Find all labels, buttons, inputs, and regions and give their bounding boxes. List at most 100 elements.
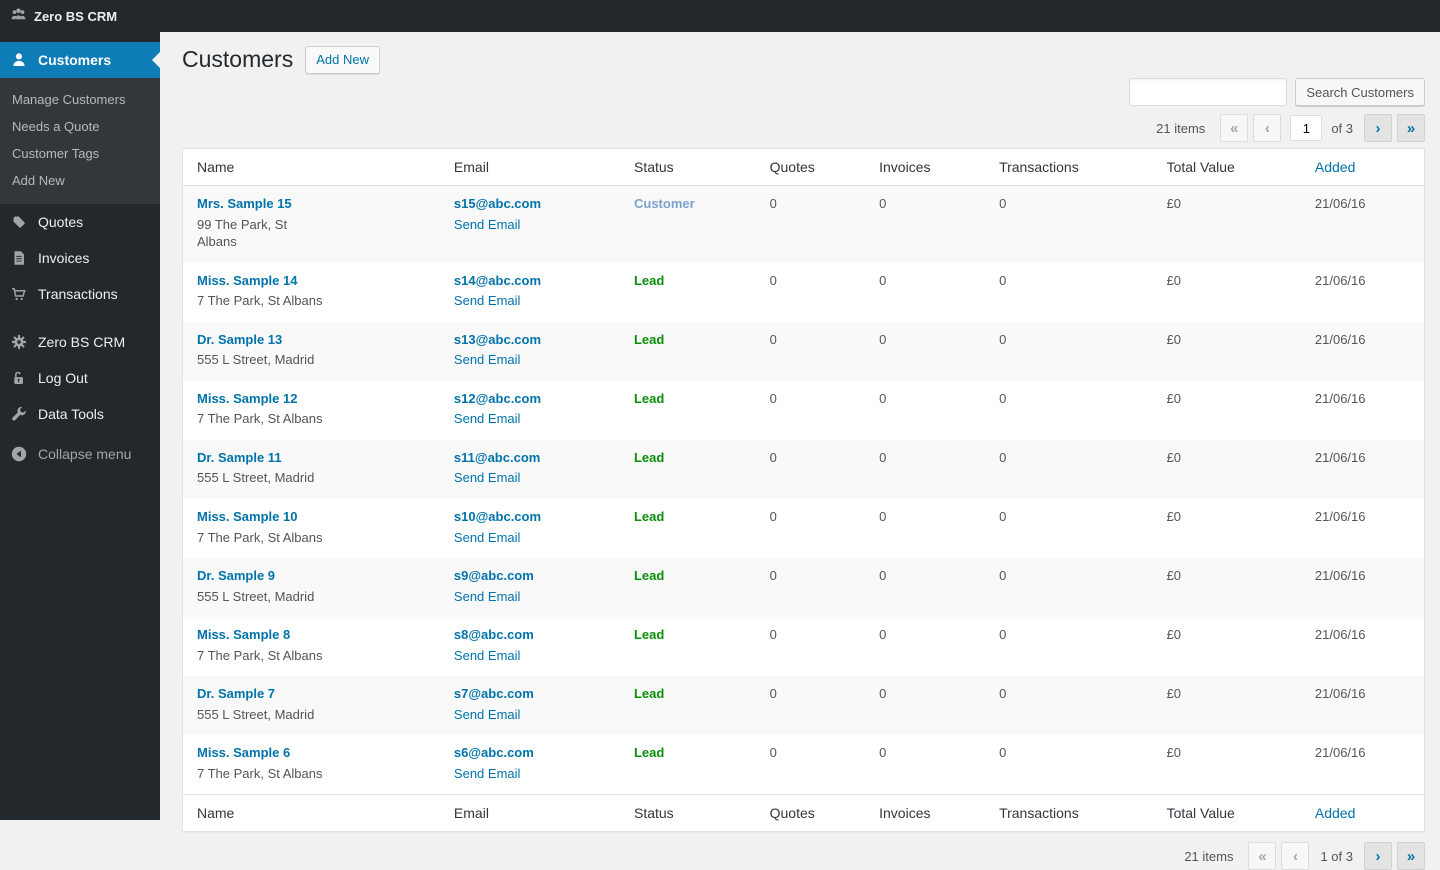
- admin-bar-title[interactable]: Zero BS CRM: [34, 9, 117, 24]
- customer-email-link[interactable]: s7@abc.com: [454, 686, 534, 701]
- quotes-count: 0: [760, 440, 870, 499]
- send-email-link[interactable]: Send Email: [454, 588, 520, 606]
- send-email-wrap: Send Email: [454, 213, 614, 234]
- total-value: £0: [1157, 617, 1305, 676]
- send-email-link[interactable]: Send Email: [454, 292, 520, 310]
- status-badge: Lead: [634, 568, 664, 583]
- status-badge: Lead: [634, 332, 664, 347]
- total-value: £0: [1157, 499, 1305, 558]
- customer-email-link[interactable]: s9@abc.com: [454, 568, 534, 583]
- last-page-button[interactable]: »: [1397, 842, 1425, 870]
- customer-name-link[interactable]: Miss. Sample 6: [197, 745, 290, 760]
- send-email-link[interactable]: Send Email: [454, 706, 520, 724]
- table-footer: NameEmailStatusQuotesInvoicesTransaction…: [183, 795, 1425, 832]
- send-email-link[interactable]: Send Email: [454, 216, 520, 234]
- total-value: £0: [1157, 263, 1305, 322]
- customer-name-link[interactable]: Dr. Sample 7: [197, 686, 275, 701]
- sidebar-item-add-new[interactable]: Add New: [0, 167, 160, 194]
- email-cell: s14@abc.com Send Email: [444, 263, 624, 322]
- customer-email-link[interactable]: s8@abc.com: [454, 627, 534, 642]
- col-header-status: Status: [624, 795, 760, 832]
- invoices-count: 0: [869, 617, 989, 676]
- sidebar-item-zero-bs-crm-settings[interactable]: Zero BS CRM: [0, 324, 160, 360]
- sidebar-item-manage-customers[interactable]: Manage Customers: [0, 86, 160, 113]
- sidebar-item-data-tools[interactable]: Data Tools: [0, 396, 160, 432]
- customer-address: 7 The Park, St Albans: [197, 765, 328, 783]
- sidebar-item-transactions[interactable]: Transactions: [0, 276, 160, 312]
- users-icon: [9, 50, 29, 70]
- customer-address: 7 The Park, St Albans: [197, 292, 328, 310]
- last-page-button[interactable]: »: [1397, 114, 1425, 142]
- pagination-bottom: 21 items « ‹ 1 of 3 › »: [182, 842, 1425, 870]
- sort-added-link[interactable]: Added: [1315, 805, 1355, 821]
- status-badge: Lead: [634, 273, 664, 288]
- status-cell: Lead: [624, 440, 760, 499]
- sidebar-item-invoices[interactable]: Invoices: [0, 240, 160, 276]
- customer-email-link[interactable]: s13@abc.com: [454, 332, 541, 347]
- next-page-button[interactable]: ›: [1364, 114, 1392, 142]
- collapse-menu-button[interactable]: Collapse menu: [0, 436, 160, 472]
- search-input[interactable]: [1129, 78, 1287, 106]
- send-email-wrap: Send Email: [454, 703, 614, 724]
- sort-added-link[interactable]: Added: [1315, 159, 1355, 175]
- document-icon: [9, 248, 29, 268]
- transactions-count: 0: [989, 558, 1156, 617]
- customer-email-link[interactable]: s10@abc.com: [454, 509, 541, 524]
- name-cell: Dr. Sample 13555 L Street, Madrid: [183, 322, 444, 381]
- transactions-count: 0: [989, 381, 1156, 440]
- added-date: 21/06/16: [1305, 499, 1425, 558]
- send-email-link[interactable]: Send Email: [454, 469, 520, 487]
- prev-page-button: ‹: [1253, 114, 1281, 142]
- crm-group-icon: [10, 6, 27, 26]
- sidebar-item-customers[interactable]: Customers: [0, 42, 160, 78]
- col-header-added: Added: [1305, 795, 1425, 832]
- invoices-count: 0: [869, 263, 989, 322]
- name-cell: Mrs. Sample 1599 The Park, St Albans: [183, 186, 444, 263]
- send-email-link[interactable]: Send Email: [454, 647, 520, 665]
- customer-email-link[interactable]: s15@abc.com: [454, 196, 541, 211]
- total-value: £0: [1157, 186, 1305, 263]
- transactions-count: 0: [989, 735, 1156, 795]
- sidebar-item-quotes[interactable]: Quotes: [0, 204, 160, 240]
- customer-name-link[interactable]: Dr. Sample 11: [197, 450, 282, 465]
- customer-name-link[interactable]: Miss. Sample 14: [197, 273, 297, 288]
- customer-name-link[interactable]: Mrs. Sample 15: [197, 196, 292, 211]
- sidebar-item-needs-a-quote[interactable]: Needs a Quote: [0, 113, 160, 140]
- customer-email-link[interactable]: s14@abc.com: [454, 273, 541, 288]
- transactions-count: 0: [989, 263, 1156, 322]
- added-date: 21/06/16: [1305, 322, 1425, 381]
- customer-address: 555 L Street, Madrid: [197, 469, 328, 487]
- add-new-button[interactable]: Add New: [305, 46, 380, 74]
- table-row: Miss. Sample 127 The Park, St Albanss12@…: [183, 381, 1425, 440]
- customer-name-link[interactable]: Miss. Sample 10: [197, 509, 297, 524]
- sidebar-item-log-out[interactable]: Log Out: [0, 360, 160, 396]
- status-cell: Lead: [624, 676, 760, 735]
- added-date: 21/06/16: [1305, 263, 1425, 322]
- next-page-button[interactable]: ›: [1364, 842, 1392, 870]
- transactions-count: 0: [989, 676, 1156, 735]
- invoices-count: 0: [869, 440, 989, 499]
- customer-email-link[interactable]: s6@abc.com: [454, 745, 534, 760]
- send-email-link[interactable]: Send Email: [454, 765, 520, 783]
- customer-name-link[interactable]: Miss. Sample 12: [197, 391, 297, 406]
- sidebar-item-customer-tags[interactable]: Customer Tags: [0, 140, 160, 167]
- first-page-button: «: [1220, 114, 1248, 142]
- customer-email-link[interactable]: s11@abc.com: [454, 450, 540, 465]
- customer-name-link[interactable]: Miss. Sample 8: [197, 627, 290, 642]
- customer-name-link[interactable]: Dr. Sample 9: [197, 568, 275, 583]
- customers-submenu: Manage Customers Needs a Quote Customer …: [0, 78, 160, 204]
- email-cell: s6@abc.com Send Email: [444, 735, 624, 795]
- customer-name-link[interactable]: Dr. Sample 13: [197, 332, 282, 347]
- send-email-link[interactable]: Send Email: [454, 351, 520, 369]
- col-header-quotes: Quotes: [760, 149, 870, 186]
- customer-email-link[interactable]: s12@abc.com: [454, 391, 541, 406]
- current-page-input[interactable]: [1290, 115, 1322, 141]
- send-email-link[interactable]: Send Email: [454, 529, 520, 547]
- added-date: 21/06/16: [1305, 186, 1425, 263]
- status-badge: Lead: [634, 391, 664, 406]
- customer-address: 555 L Street, Madrid: [197, 588, 328, 606]
- send-email-wrap: Send Email: [454, 407, 614, 428]
- send-email-link[interactable]: Send Email: [454, 410, 520, 428]
- search-customers-button[interactable]: Search Customers: [1295, 78, 1425, 106]
- total-value: £0: [1157, 440, 1305, 499]
